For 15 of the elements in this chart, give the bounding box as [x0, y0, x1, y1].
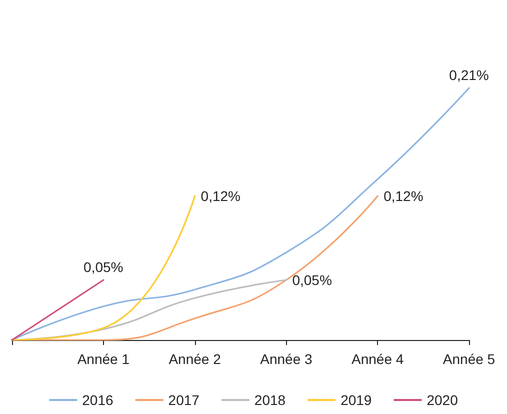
x-tick-label: Année 1 [77, 351, 130, 367]
legend-label: 2019 [340, 392, 372, 408]
x-tick-label: Année 4 [352, 351, 404, 367]
legend-label: 2016 [82, 392, 114, 408]
data-label: 0,05% [292, 272, 332, 288]
x-tick-label: Année 5 [442, 351, 496, 367]
legend-label: 2018 [254, 392, 286, 408]
x-tick-label: Année 2 [168, 351, 222, 367]
legend-label: 2017 [168, 392, 200, 408]
legend-label: 2020 [426, 392, 458, 408]
data-label: 0,05% [84, 259, 124, 275]
data-label: 0,12% [384, 188, 424, 204]
x-tick-label: Année 3 [260, 351, 312, 367]
data-label: 0,12% [200, 188, 241, 204]
data-label: 0,21% [449, 67, 489, 83]
